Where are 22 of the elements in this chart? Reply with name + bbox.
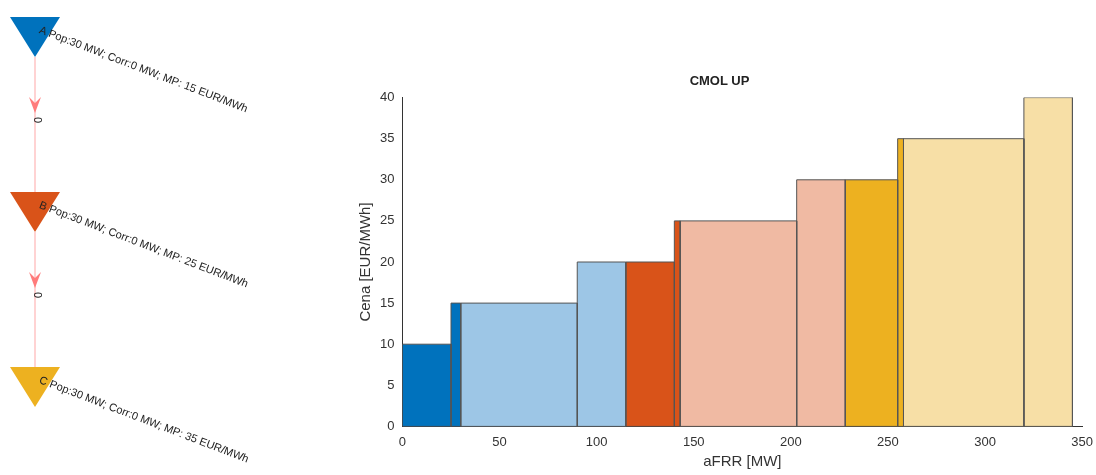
y-tick-label: 35	[379, 130, 395, 146]
y-tick-label: 20	[379, 253, 395, 269]
x-tick-label: 200	[780, 433, 802, 449]
y-tick-label: 15	[379, 294, 395, 310]
y-tick-label: 25	[379, 212, 395, 228]
x-axis-title: aFRR [MW]	[703, 452, 782, 470]
y-tick-label: 10	[379, 335, 395, 351]
x-tick-label: 300	[974, 433, 996, 449]
y-tick-label: 40	[379, 89, 395, 105]
x-tick-label: 0	[398, 433, 407, 449]
text: 0	[32, 292, 44, 299]
y-tick-label: 30	[379, 171, 395, 187]
x-tick-label: 150	[682, 433, 705, 449]
x-tick-label: 250	[877, 433, 899, 449]
x-tick-label: 100	[585, 433, 608, 449]
text: 0	[32, 117, 44, 124]
y-tick-label: 5	[387, 376, 395, 392]
x-tick-label: 50	[492, 433, 507, 449]
y-tick-label: 0	[387, 417, 395, 433]
chart-title: CMOL UP	[689, 73, 750, 89]
y-axis-title: Cena [EUR/MWh]	[356, 202, 374, 322]
x-tick-label: 350	[1071, 433, 1094, 449]
